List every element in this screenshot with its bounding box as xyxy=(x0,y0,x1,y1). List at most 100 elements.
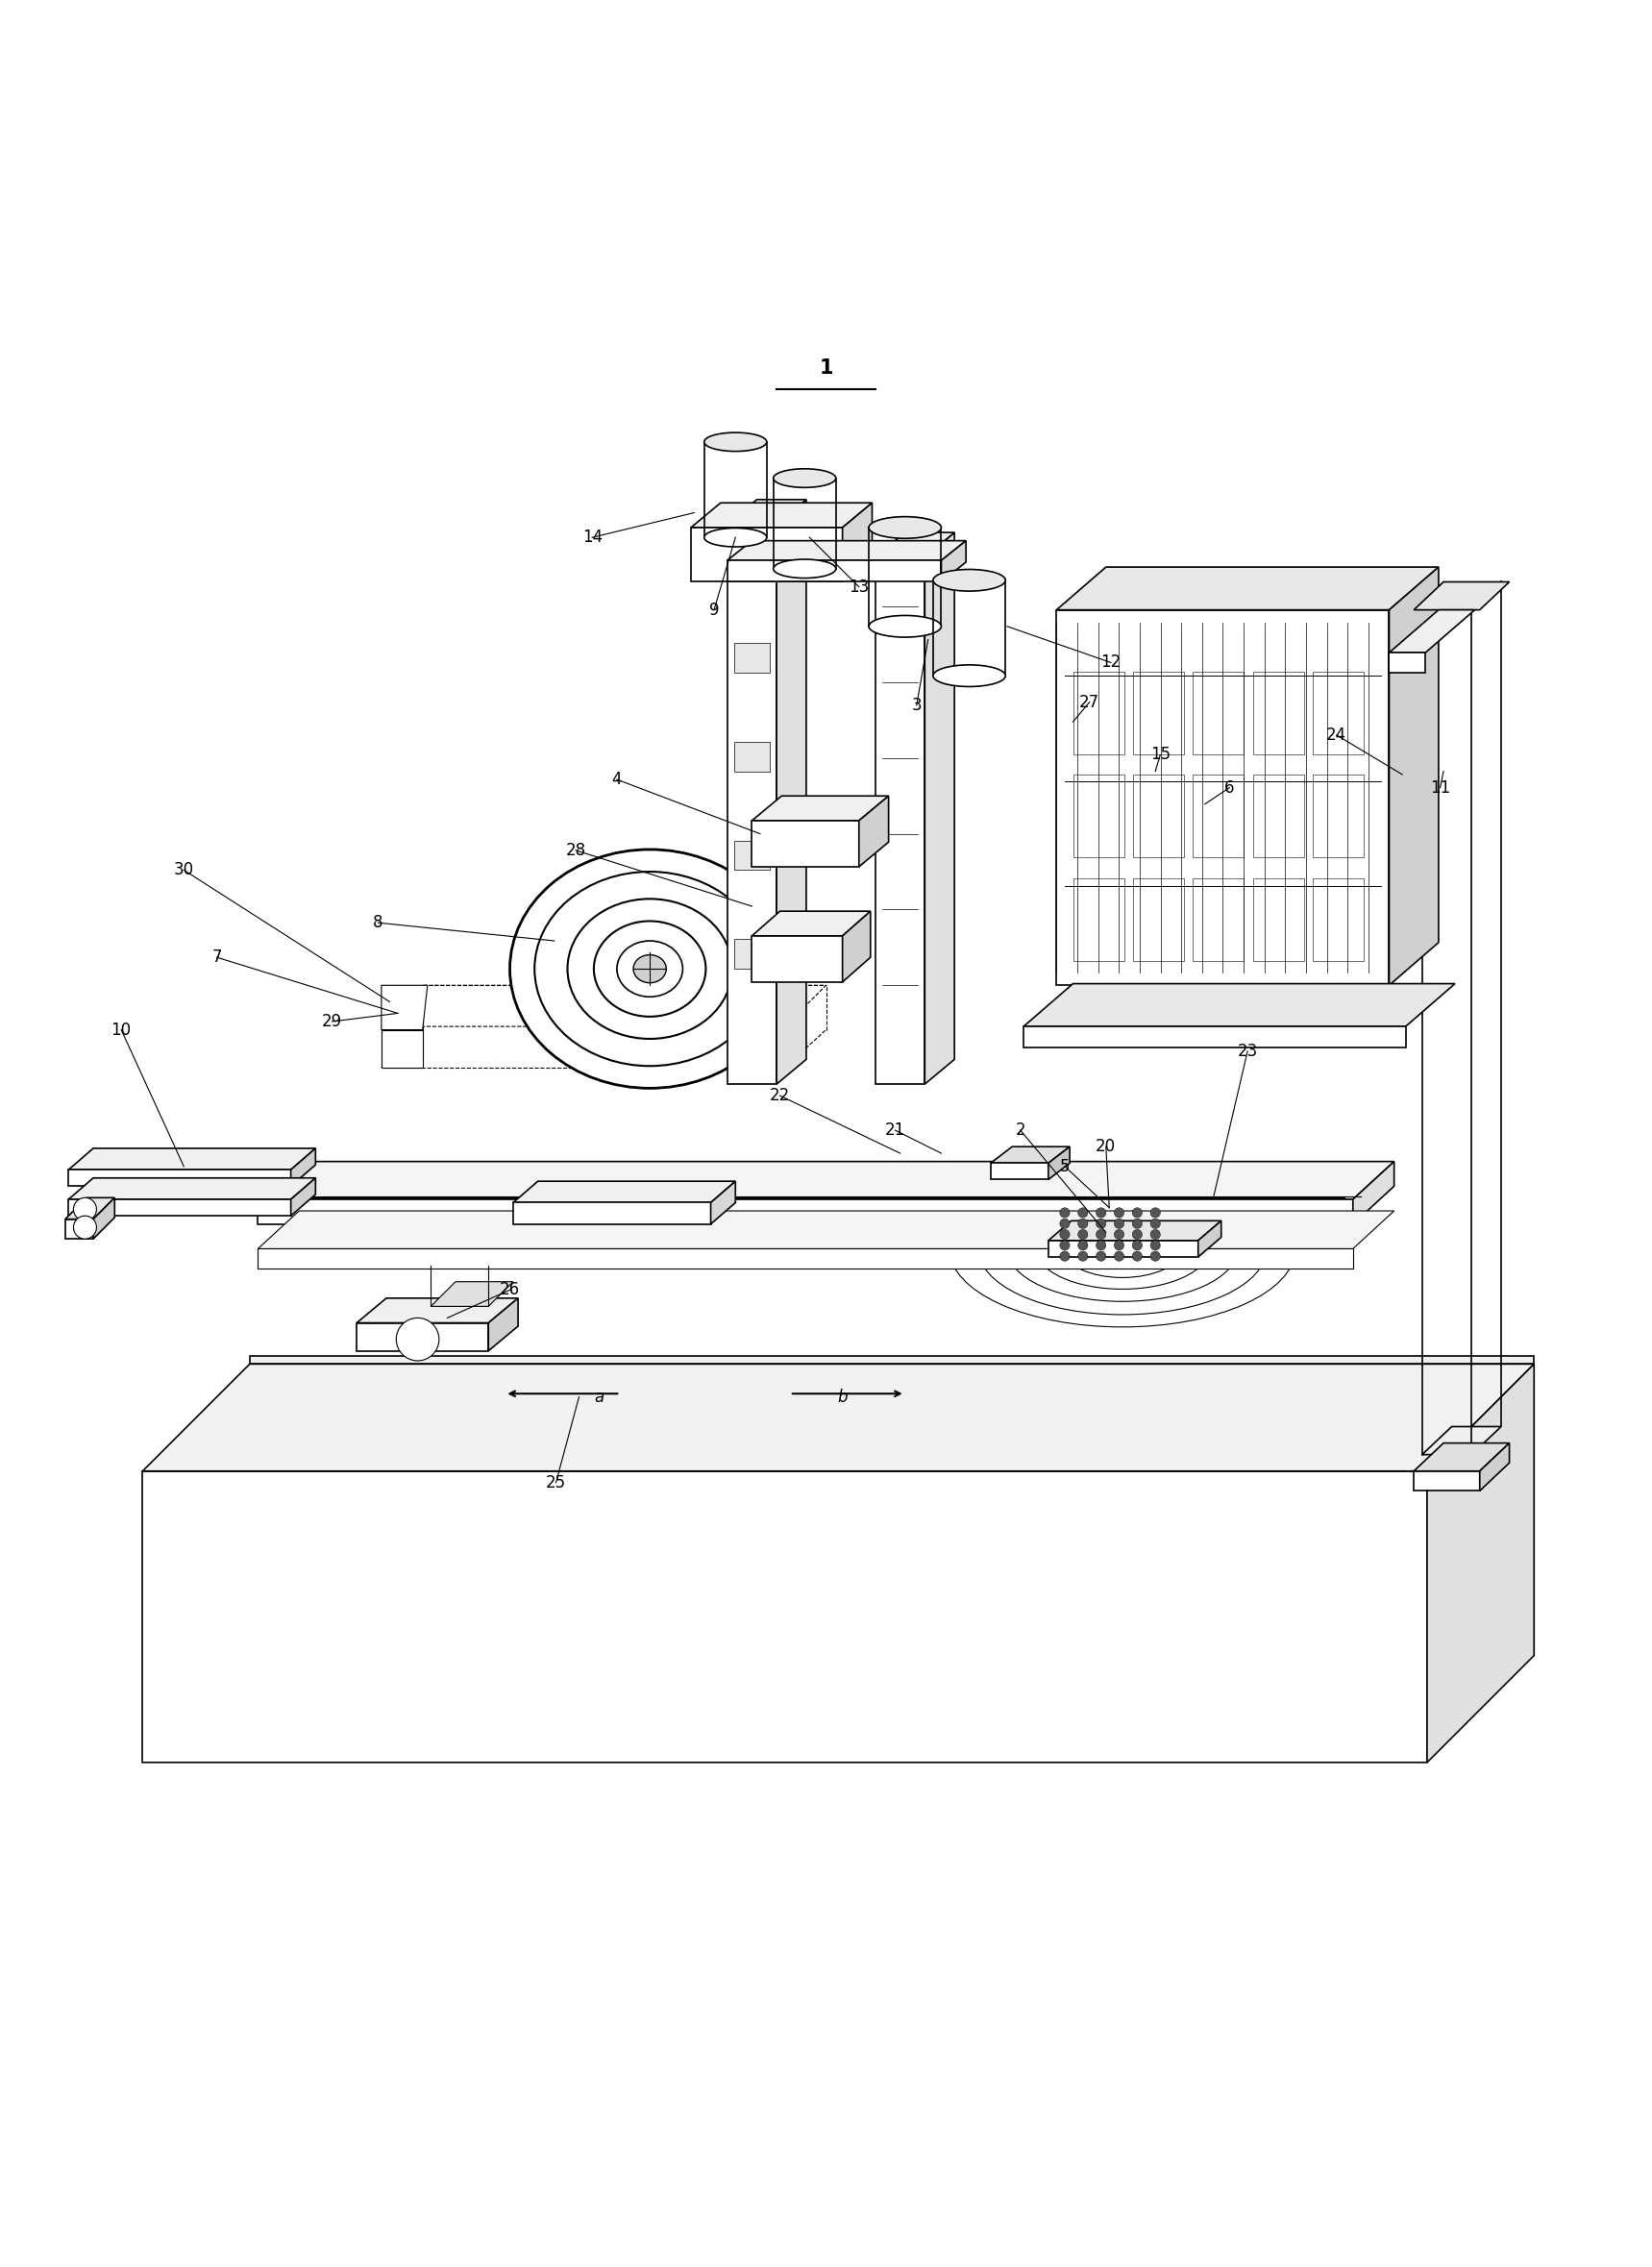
Polygon shape xyxy=(1427,1365,1535,1761)
Polygon shape xyxy=(991,1163,1049,1179)
Text: 22: 22 xyxy=(770,1086,790,1104)
Polygon shape xyxy=(1049,1220,1221,1240)
Polygon shape xyxy=(64,1197,114,1220)
Polygon shape xyxy=(727,560,942,583)
Polygon shape xyxy=(258,1211,1394,1249)
Text: a: a xyxy=(593,1387,603,1406)
Circle shape xyxy=(1150,1251,1160,1260)
Polygon shape xyxy=(1389,567,1439,986)
Polygon shape xyxy=(357,1324,489,1351)
Polygon shape xyxy=(752,796,889,821)
Polygon shape xyxy=(991,1147,1070,1163)
Circle shape xyxy=(396,1317,439,1360)
Text: 24: 24 xyxy=(1327,725,1346,744)
Polygon shape xyxy=(1414,1444,1510,1471)
Polygon shape xyxy=(733,841,770,871)
Polygon shape xyxy=(691,503,872,528)
Polygon shape xyxy=(514,1204,710,1224)
Circle shape xyxy=(1113,1251,1123,1260)
Polygon shape xyxy=(710,1181,735,1224)
Polygon shape xyxy=(1389,653,1426,673)
Polygon shape xyxy=(357,1299,519,1324)
Ellipse shape xyxy=(633,954,666,984)
Text: 1: 1 xyxy=(819,358,833,376)
Circle shape xyxy=(73,1197,96,1220)
Polygon shape xyxy=(859,796,889,866)
Ellipse shape xyxy=(869,517,942,537)
Ellipse shape xyxy=(510,850,790,1088)
Text: 13: 13 xyxy=(849,578,869,596)
Circle shape xyxy=(1113,1240,1123,1249)
Polygon shape xyxy=(93,1197,114,1238)
Polygon shape xyxy=(1389,610,1475,653)
Text: 29: 29 xyxy=(322,1013,342,1029)
Circle shape xyxy=(1113,1208,1123,1217)
Ellipse shape xyxy=(704,433,767,451)
Text: 6: 6 xyxy=(1224,780,1234,796)
Text: 8: 8 xyxy=(373,914,383,932)
Circle shape xyxy=(1150,1208,1160,1217)
Text: 3: 3 xyxy=(912,696,922,714)
Polygon shape xyxy=(68,1199,291,1215)
Circle shape xyxy=(1061,1251,1070,1260)
Polygon shape xyxy=(1414,583,1510,610)
Polygon shape xyxy=(691,528,843,583)
Polygon shape xyxy=(876,533,955,558)
Circle shape xyxy=(1132,1208,1142,1217)
Polygon shape xyxy=(843,503,872,583)
Polygon shape xyxy=(142,1471,1427,1761)
Text: 2: 2 xyxy=(1016,1122,1026,1138)
Text: 20: 20 xyxy=(1095,1138,1117,1156)
Ellipse shape xyxy=(773,560,836,578)
Circle shape xyxy=(1095,1240,1105,1249)
Polygon shape xyxy=(942,542,966,583)
Circle shape xyxy=(1079,1220,1087,1229)
Circle shape xyxy=(1061,1240,1070,1249)
Polygon shape xyxy=(1057,567,1439,610)
Polygon shape xyxy=(291,1149,316,1186)
Polygon shape xyxy=(752,911,871,936)
Text: 14: 14 xyxy=(582,528,603,546)
Circle shape xyxy=(1095,1229,1105,1240)
Circle shape xyxy=(1061,1208,1070,1217)
Polygon shape xyxy=(733,939,770,968)
Polygon shape xyxy=(258,1249,1353,1270)
Polygon shape xyxy=(776,499,806,1084)
Ellipse shape xyxy=(535,873,765,1065)
Polygon shape xyxy=(752,936,843,982)
Polygon shape xyxy=(258,1161,1394,1199)
Polygon shape xyxy=(1024,1027,1406,1047)
Ellipse shape xyxy=(933,664,1006,687)
Polygon shape xyxy=(752,821,859,866)
Circle shape xyxy=(1150,1240,1160,1249)
Text: 7: 7 xyxy=(211,948,221,966)
Polygon shape xyxy=(382,986,428,1029)
Circle shape xyxy=(1132,1251,1142,1260)
Polygon shape xyxy=(142,1365,1535,1471)
Circle shape xyxy=(1095,1208,1105,1217)
Circle shape xyxy=(1113,1220,1123,1229)
Text: 27: 27 xyxy=(1079,694,1100,712)
Polygon shape xyxy=(733,644,770,673)
Polygon shape xyxy=(727,499,806,524)
Polygon shape xyxy=(1057,610,1389,986)
Circle shape xyxy=(1150,1220,1160,1229)
Polygon shape xyxy=(68,1149,316,1170)
Polygon shape xyxy=(727,542,966,560)
Polygon shape xyxy=(1198,1220,1221,1256)
Circle shape xyxy=(1079,1229,1087,1240)
Ellipse shape xyxy=(593,920,705,1016)
Text: 12: 12 xyxy=(1100,653,1122,671)
Polygon shape xyxy=(514,1181,735,1204)
Ellipse shape xyxy=(933,569,1006,592)
Text: 9: 9 xyxy=(709,601,719,619)
Polygon shape xyxy=(249,1356,1535,1365)
Polygon shape xyxy=(1414,1471,1480,1492)
Polygon shape xyxy=(68,1179,316,1199)
Circle shape xyxy=(1095,1251,1105,1260)
Polygon shape xyxy=(843,911,871,982)
Polygon shape xyxy=(1024,984,1455,1027)
Circle shape xyxy=(1132,1220,1142,1229)
Polygon shape xyxy=(578,1018,760,1038)
Text: 11: 11 xyxy=(1431,780,1450,796)
